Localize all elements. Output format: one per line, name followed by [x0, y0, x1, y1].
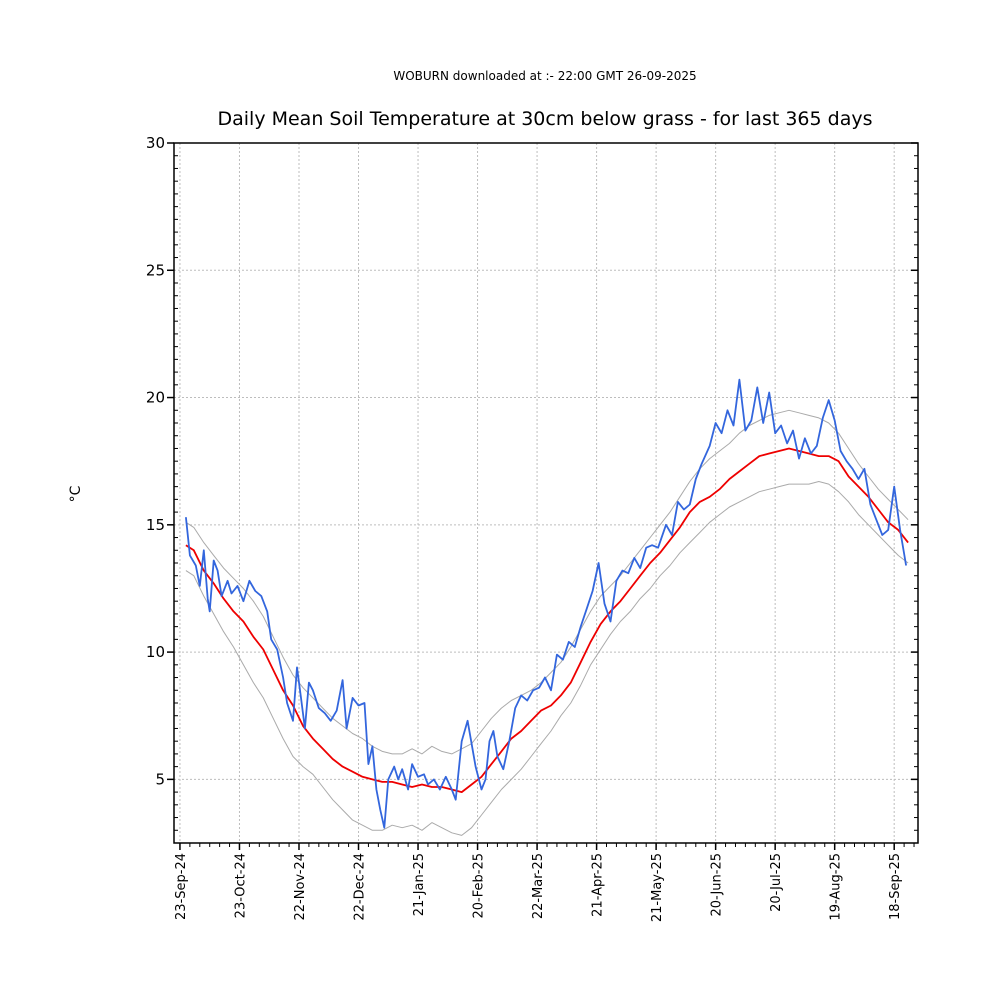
x-tick-label: 20-Jul-25 — [769, 853, 784, 912]
y-tick-label: 10 — [146, 643, 165, 661]
x-tick-label: 21-Jan-25 — [412, 853, 427, 916]
download-note: WOBURN downloaded at :- 22:00 GMT 26-09-… — [393, 69, 696, 83]
plot-frame — [173, 142, 919, 844]
x-tick-label: 22-Dec-24 — [353, 853, 368, 921]
x-tick-label: 21-Apr-25 — [591, 853, 606, 917]
x-tick-label: 19-Aug-25 — [829, 853, 844, 921]
x-tick-label: 21-May-25 — [650, 853, 665, 922]
x-tick-label: 23-Sep-24 — [174, 853, 189, 920]
y-tick-label: 15 — [146, 516, 165, 534]
y-axis-label: °C — [68, 485, 84, 502]
y-tick-label: 20 — [146, 389, 165, 407]
y-tick-label: 25 — [146, 261, 165, 279]
x-tick-label: 22-Mar-25 — [531, 853, 546, 919]
y-tick-label: 30 — [146, 134, 165, 152]
chart-title: Daily Mean Soil Temperature at 30cm belo… — [217, 108, 872, 130]
x-tick-label: 20-Feb-25 — [472, 853, 487, 918]
x-tick-label: 20-Jun-25 — [710, 853, 725, 917]
series-line-actual — [185, 378, 907, 829]
y-tick-label: 5 — [155, 770, 165, 788]
series-line-lower — [185, 481, 909, 836]
x-tick-label: 23-Oct-24 — [233, 853, 248, 918]
x-tick-label: 22-Nov-24 — [293, 853, 308, 921]
x-tick-label: 18-Sep-25 — [888, 853, 903, 920]
series-lines — [185, 378, 909, 836]
series-line-mean — [185, 447, 909, 793]
axes: 5 10 15 20 25 30 23-Sep-24 23-Oct-24 22-Nov-24 22… — [146, 134, 919, 922]
